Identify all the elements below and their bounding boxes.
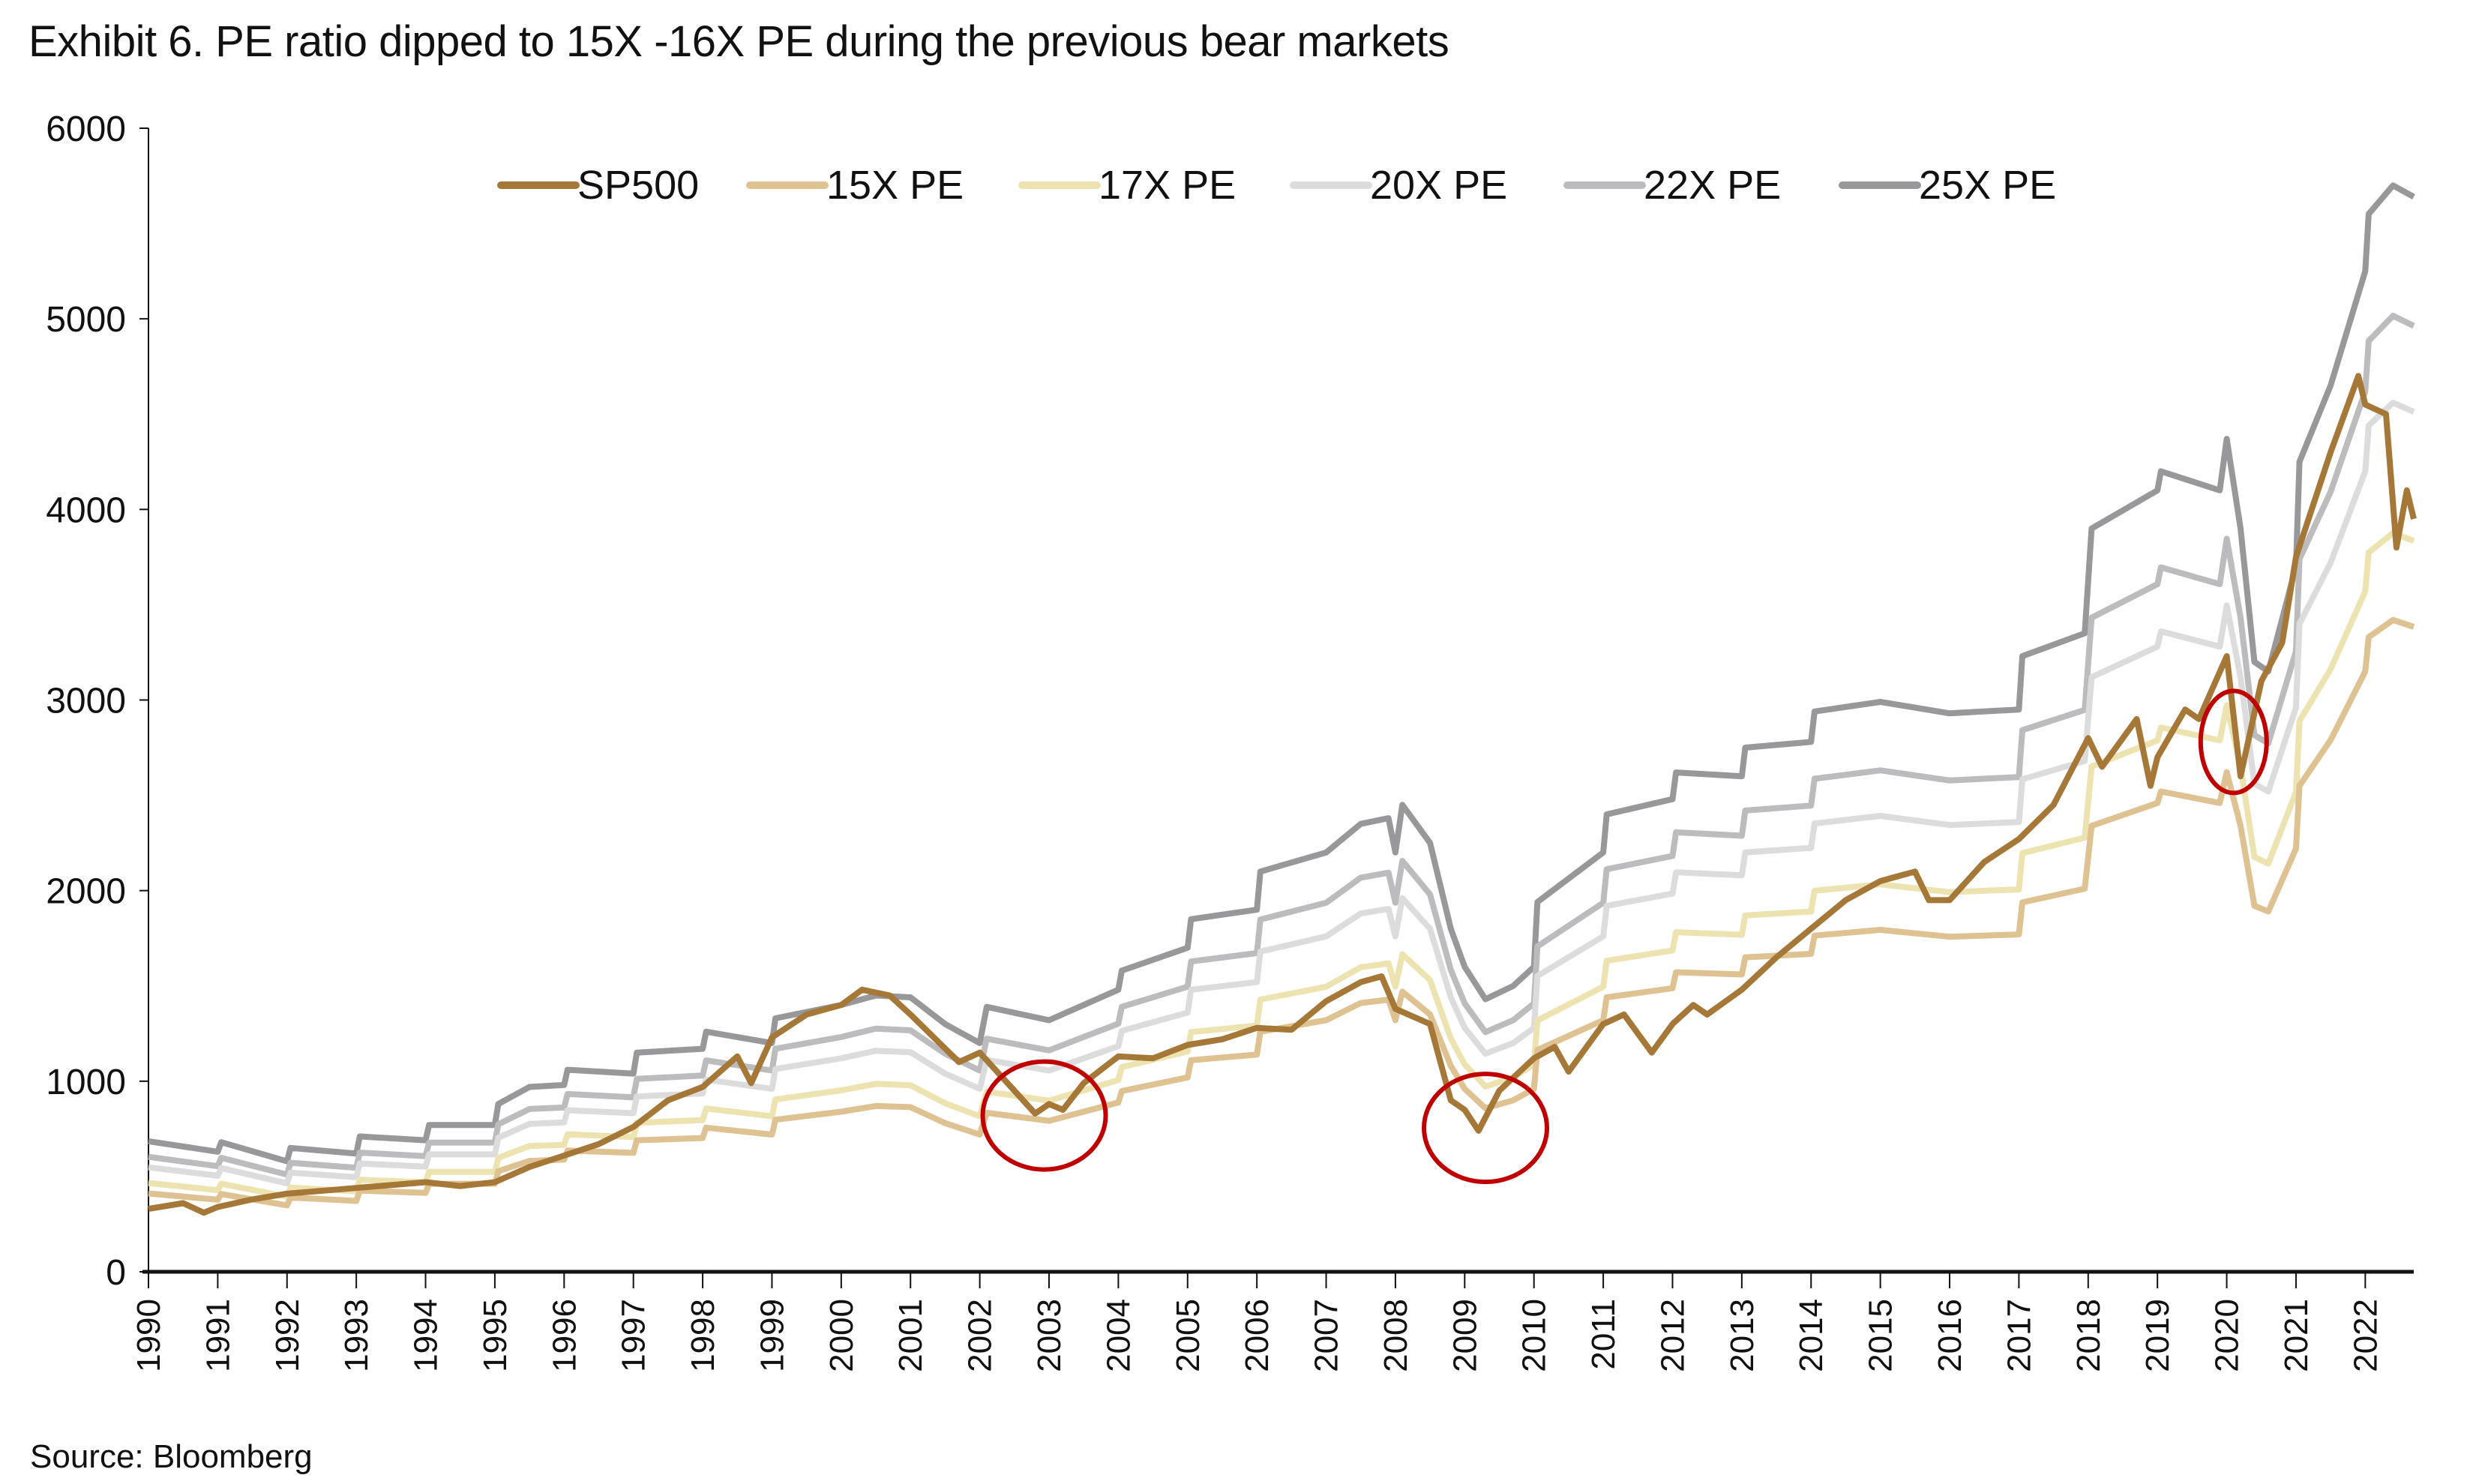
x-tick-label: 1990 — [130, 1299, 167, 1372]
x-tick-label: 2013 — [1724, 1299, 1761, 1372]
x-tick-label: 1996 — [546, 1299, 583, 1372]
x-tick-label: 1991 — [199, 1299, 236, 1372]
x-tick-label: 2021 — [2278, 1299, 2315, 1372]
series-line-sp500 — [148, 373, 2417, 1216]
y-tick-label: 6000 — [46, 109, 126, 149]
source-note: Source: Bloomberg — [30, 1438, 313, 1475]
x-tick-label: 2009 — [1446, 1299, 1483, 1372]
x-tick-label: 2012 — [1654, 1299, 1691, 1372]
x-tick-label: 2003 — [1031, 1299, 1068, 1372]
highlight-circle — [980, 1059, 1108, 1172]
x-tick-label: 1992 — [269, 1299, 306, 1372]
x-tick-label: 2011 — [1585, 1299, 1622, 1370]
x-tick-label: 2017 — [2001, 1299, 2037, 1372]
y-tick-label: 5000 — [46, 300, 126, 340]
series-line-20x-pe — [148, 400, 2415, 1187]
x-tick-label: 2020 — [2209, 1299, 2246, 1372]
x-tick-label: 1997 — [616, 1299, 652, 1372]
series-line-22x-pe — [148, 313, 2415, 1178]
legend-label: 15X PE — [826, 163, 964, 208]
x-tick-label: 1993 — [338, 1299, 375, 1372]
highlight-circle — [1422, 1072, 1550, 1185]
x-tick-label: 2005 — [1170, 1299, 1207, 1372]
y-tick-label: 1000 — [46, 1063, 126, 1102]
legend-label: 17X PE — [1099, 163, 1236, 208]
y-tick-label: 4000 — [46, 490, 126, 530]
series-line-17x-pe — [148, 529, 2415, 1200]
series-line-25x-pe — [148, 182, 2415, 1165]
highlight-circle — [2198, 688, 2269, 796]
x-tick-label: 2019 — [2139, 1299, 2176, 1372]
x-tick-label: 1994 — [408, 1299, 445, 1372]
y-tick-label: 3000 — [46, 682, 126, 721]
legend-label: SP500 — [577, 163, 699, 208]
x-tick-label: 2015 — [1863, 1299, 1899, 1372]
x-tick-label: 2000 — [823, 1299, 860, 1372]
legend-label: 22X PE — [1644, 163, 1781, 208]
x-tick-label: 2008 — [1377, 1299, 1414, 1372]
x-tick-label: 1995 — [477, 1299, 514, 1372]
y-tick-label: 0 — [106, 1253, 126, 1293]
x-tick-label: 2018 — [2070, 1299, 2107, 1372]
legend-label: 25X PE — [1919, 163, 2056, 208]
x-tick-label: 2004 — [1100, 1299, 1137, 1372]
x-tick-label: 1998 — [685, 1299, 721, 1372]
x-tick-label: 2001 — [892, 1299, 929, 1372]
x-tick-label: 2022 — [2347, 1299, 2384, 1372]
x-tick-label: 2010 — [1516, 1299, 1553, 1372]
x-tick-label: 2007 — [1308, 1299, 1345, 1372]
x-tick-label: 2016 — [1932, 1299, 1968, 1372]
legend-label: 20X PE — [1370, 163, 1507, 208]
x-tick-label: 2006 — [1239, 1299, 1275, 1372]
x-tick-label: 2002 — [962, 1299, 999, 1372]
y-tick-label: 2000 — [46, 872, 126, 912]
x-tick-label: 2014 — [1793, 1299, 1830, 1372]
chart-title: Exhibit 6. PE ratio dipped to 15X -16X P… — [28, 17, 1449, 66]
x-tick-label: 1999 — [754, 1299, 790, 1372]
